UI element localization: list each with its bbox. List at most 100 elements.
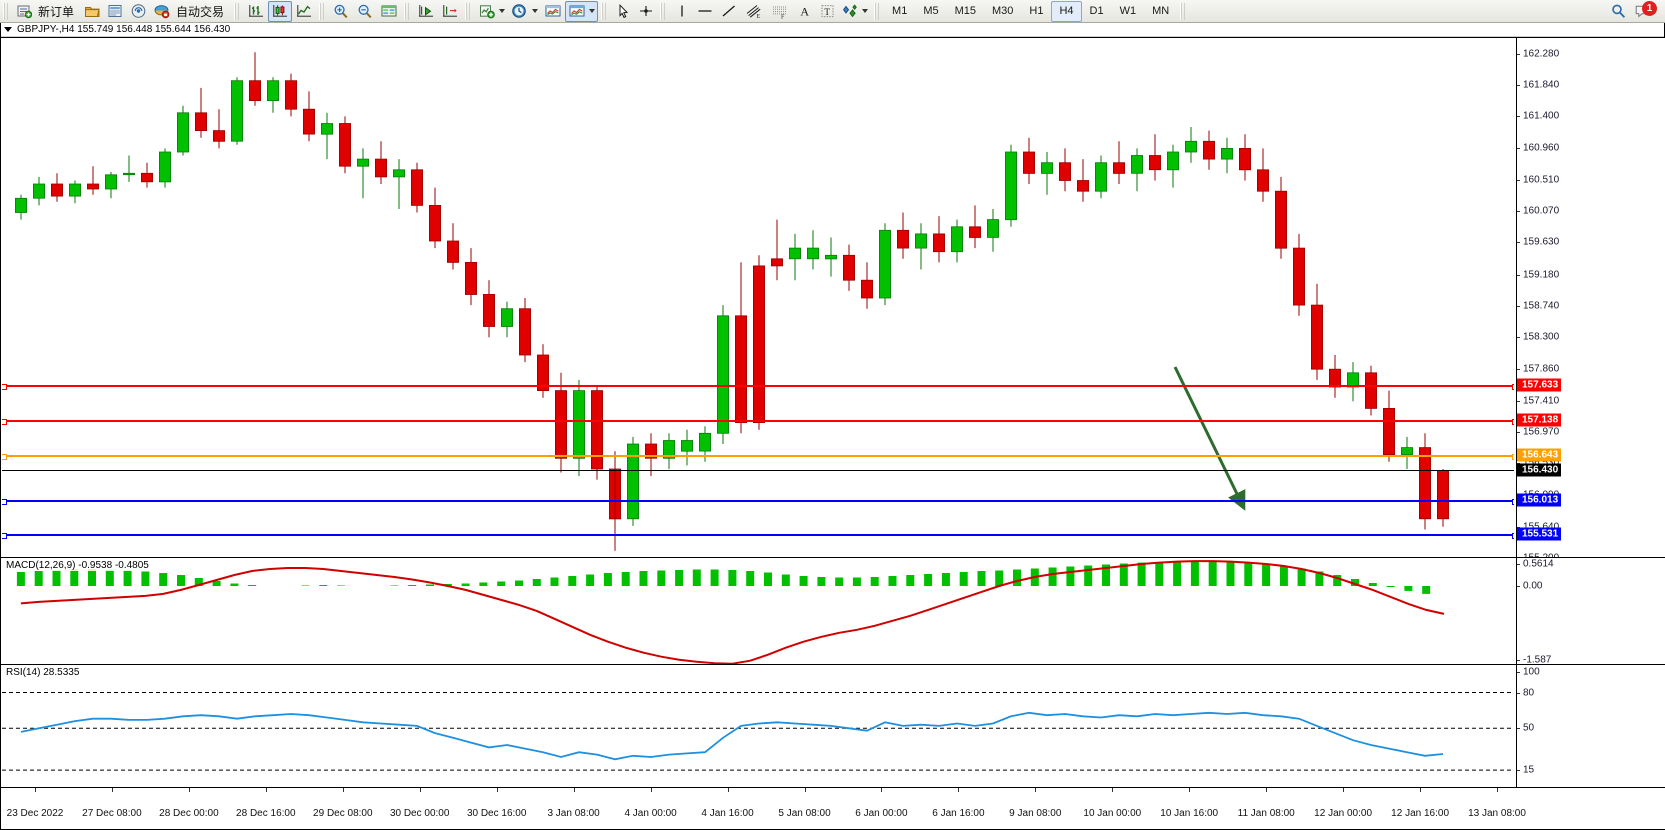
- text-tool-button[interactable]: A: [793, 1, 816, 22]
- level-handle-left[interactable]: [2, 419, 7, 425]
- autotrade-icon: [154, 5, 170, 19]
- level-handle-right[interactable]: [1512, 454, 1514, 461]
- chart-shift-button[interactable]: [438, 1, 462, 22]
- rsi-axis[interactable]: 100 80 50 15: [1516, 665, 1665, 787]
- templates-caret-icon[interactable]: [589, 9, 596, 13]
- price-tag-pending-order[interactable]: 156.643: [1517, 448, 1562, 462]
- price-tag-support-2[interactable]: 155.531: [1517, 527, 1562, 541]
- periods-caret-icon[interactable]: [532, 9, 539, 13]
- price-axis[interactable]: 162.280 161.840 161.400 160.960 160.510 160.0…: [1516, 38, 1665, 564]
- arrows-button[interactable]: [839, 1, 871, 22]
- templates-dropdown-button[interactable]: [565, 0, 599, 22]
- text-label-button[interactable]: T: [816, 1, 839, 22]
- timeframe-w1[interactable]: W1: [1119, 5, 1137, 17]
- time-axis-tick: [1189, 788, 1191, 792]
- trendline-button[interactable]: [717, 1, 741, 22]
- timeframe-mn[interactable]: MN: [1152, 5, 1170, 17]
- timeframe-m30[interactable]: M30: [992, 5, 1014, 17]
- time-axis-label: 4 Jan 16:00: [701, 808, 754, 819]
- indicators-button[interactable]: [475, 1, 508, 22]
- macd-axis[interactable]: 0.5614 0.00 -1.587: [1516, 558, 1665, 666]
- macd-plot[interactable]: [2, 558, 1514, 664]
- shapes-icon: [843, 4, 857, 18]
- cursor-icon: [619, 3, 628, 19]
- timeframe-h1[interactable]: H1: [1029, 5, 1044, 17]
- zoom-in-button[interactable]: [329, 1, 353, 22]
- templates-button[interactable]: [541, 1, 565, 22]
- auto-scroll-button[interactable]: [414, 1, 438, 22]
- rsi-series: [2, 692, 1514, 771]
- toolbar-grip-5[interactable]: [465, 2, 473, 20]
- line-chart-icon: [297, 5, 312, 17]
- periods-button[interactable]: [508, 1, 541, 22]
- rsi-plot[interactable]: [2, 665, 1514, 787]
- equidistant-channel-button[interactable]: E: [741, 1, 767, 22]
- autotrade-label: 自动交易: [176, 4, 225, 19]
- indicators-caret-icon[interactable]: [499, 9, 506, 13]
- vertical-line-button[interactable]: [670, 1, 693, 22]
- time-axis-tick: [188, 788, 190, 792]
- price-plot[interactable]: [2, 38, 1514, 557]
- level-handle-right[interactable]: [1512, 533, 1514, 540]
- crosshair-tool-button[interactable]: [634, 1, 657, 22]
- time-axis-tick: [1112, 788, 1114, 792]
- level-handle-right[interactable]: [1512, 499, 1514, 506]
- data-window-button[interactable]: [377, 1, 401, 22]
- level-line-support-2[interactable]: [2, 533, 1514, 540]
- market-watch-button[interactable]: [104, 1, 127, 22]
- price-pane[interactable]: 162.280 161.840 161.400 160.960 160.510 160.0…: [1, 37, 1665, 564]
- line-chart-button[interactable]: [292, 1, 316, 22]
- timeframe-d1[interactable]: D1: [1089, 5, 1104, 17]
- signals-button[interactable]: [127, 1, 150, 22]
- level-handle-right[interactable]: [1512, 383, 1514, 390]
- search-button[interactable]: [1607, 1, 1631, 22]
- toolbar-grip-6[interactable]: [601, 2, 609, 20]
- timeframe-m15[interactable]: M15: [954, 5, 976, 17]
- autotrade-button[interactable]: 自动交易: [150, 1, 231, 22]
- price-tag-support-1[interactable]: 156.013: [1517, 493, 1562, 507]
- new-order-button[interactable]: 新订单: [13, 1, 81, 22]
- fibonacci-button[interactable]: F: [767, 1, 793, 22]
- level-handle-left[interactable]: [2, 383, 7, 390]
- level-handle-left[interactable]: [2, 499, 7, 506]
- horizontal-line-button[interactable]: [693, 1, 717, 22]
- level-handle-right[interactable]: [1512, 419, 1514, 425]
- chart-menu-caret-icon[interactable]: [4, 27, 12, 32]
- expert-advisors-button[interactable]: [81, 1, 104, 22]
- zoom-out-button[interactable]: [353, 1, 377, 22]
- time-axis-tick: [650, 788, 652, 792]
- price-axis-label: 158.740: [1523, 300, 1560, 312]
- level-line-resistance-2[interactable]: [2, 419, 1514, 425]
- timeframe-m5[interactable]: M5: [923, 5, 939, 17]
- toolbar-grip-7[interactable]: [660, 2, 668, 20]
- bar-chart-button[interactable]: [244, 1, 268, 22]
- time-axis-label: 13 Jan 08:00: [1468, 808, 1526, 819]
- price-tag-bid-line[interactable]: 156.430: [1517, 463, 1562, 477]
- price-axis-tick: [1517, 431, 1520, 433]
- toolbar-grip-3[interactable]: [319, 2, 327, 20]
- toolbar-grip-8[interactable]: [874, 2, 882, 20]
- notifications-button[interactable]: 1: [1631, 0, 1657, 22]
- price-axis-label: 160.960: [1523, 142, 1560, 154]
- level-line-bid-line[interactable]: [2, 470, 1514, 472]
- price-tag-resistance-2[interactable]: 157.138: [1517, 413, 1562, 427]
- chart-window[interactable]: GBPJPY-,H4 155.749 156.448 155.644 156.4…: [0, 23, 1665, 830]
- level-handle-left[interactable]: [2, 533, 7, 540]
- level-line-support-1[interactable]: [2, 499, 1514, 506]
- time-axis[interactable]: 23 Dec 2022 27 Dec 08:00 28 Dec 00:00 28 De…: [1, 787, 1665, 829]
- cursor-tool-button[interactable]: [611, 1, 634, 22]
- level-handle-left[interactable]: [2, 454, 7, 461]
- toolbar-grip-4[interactable]: [404, 2, 412, 20]
- timeframe-h4[interactable]: H4: [1051, 0, 1082, 22]
- price-tag-resistance-1[interactable]: 157.633: [1517, 378, 1562, 392]
- rsi-pane[interactable]: RSI(14) 28.5335 100 80 50 15: [1, 664, 1665, 787]
- level-line-pending-order[interactable]: [2, 454, 1514, 461]
- candlestick-chart-button[interactable]: [268, 0, 293, 22]
- toolbar-grip-9[interactable]: [1180, 2, 1188, 20]
- toolbar-grip[interactable]: [3, 2, 10, 20]
- arrows-caret-icon[interactable]: [862, 9, 869, 13]
- timeframe-m1[interactable]: M1: [892, 5, 908, 17]
- macd-pane[interactable]: MACD(12,26,9) -0.9538 -0.4805 0.5614 0.00…: [1, 557, 1665, 666]
- toolbar-grip-2[interactable]: [234, 2, 242, 20]
- level-line-resistance-1[interactable]: [2, 383, 1514, 390]
